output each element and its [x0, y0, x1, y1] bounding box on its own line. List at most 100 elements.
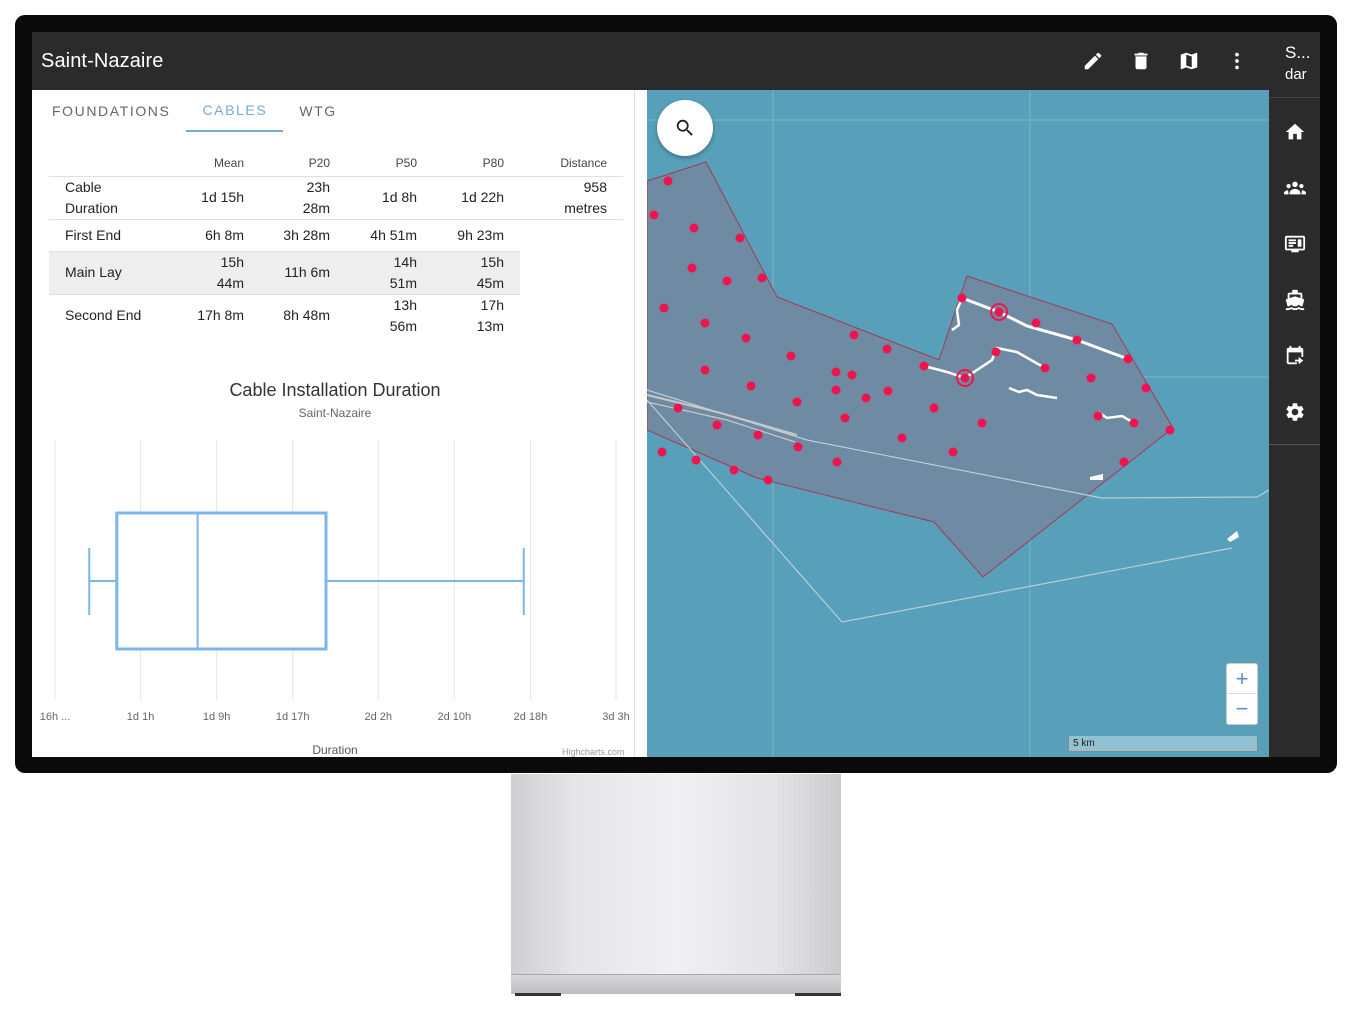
- app-bar: Saint-Nazaire: [32, 32, 1269, 90]
- cell-mean: 15h 44m: [173, 251, 260, 295]
- x-tick-label: 2d 2h: [365, 711, 393, 723]
- vessel-track: [647, 394, 798, 436]
- turbine-marker[interactable]: [700, 365, 710, 375]
- turbine-marker[interactable]: [832, 457, 842, 467]
- substation-marker[interactable]: [956, 369, 974, 387]
- turbine-marker[interactable]: [1031, 318, 1041, 328]
- turbine-marker[interactable]: [722, 276, 732, 286]
- cell-distance: [520, 294, 623, 337]
- turbine-marker[interactable]: [1141, 383, 1151, 393]
- table-header: P50: [346, 150, 433, 177]
- turbine-marker[interactable]: [792, 397, 802, 407]
- turbine-marker[interactable]: [746, 381, 756, 391]
- turbine-marker[interactable]: [847, 370, 857, 380]
- tab-foundations[interactable]: FOUNDATIONS: [52, 103, 171, 119]
- chart-credit[interactable]: Highcharts.com: [562, 747, 625, 757]
- table-row: First End 6h 8m 3h 28m 4h 51m 9h 23m: [49, 219, 623, 252]
- rail-divider: [1269, 444, 1320, 445]
- rail-item-groups[interactable]: [1269, 160, 1320, 216]
- stand-foot: [795, 993, 841, 996]
- edit-button[interactable]: [1069, 37, 1117, 85]
- turbine-marker[interactable]: [849, 330, 859, 340]
- tab-cables[interactable]: CABLES: [186, 90, 284, 132]
- turbine-marker[interactable]: [957, 293, 967, 303]
- turbine-marker[interactable]: [659, 303, 669, 313]
- turbine-marker[interactable]: [1123, 354, 1133, 364]
- site-map[interactable]: + − 5 km: [647, 90, 1269, 757]
- search-icon: [676, 119, 693, 136]
- rail-item-schedule[interactable]: [1269, 328, 1320, 384]
- turbine-marker[interactable]: [991, 347, 1001, 357]
- vessel-marker[interactable]: [1090, 474, 1103, 480]
- tab-bar: FOUNDATIONS CABLES WTG: [36, 90, 353, 132]
- vessel-marker[interactable]: [1227, 531, 1239, 542]
- turbine-marker[interactable]: [977, 418, 987, 428]
- right-nav-rail: S... dar: [1269, 32, 1320, 757]
- turbine-marker[interactable]: [657, 447, 667, 457]
- delete-button[interactable]: [1117, 37, 1165, 85]
- turbine-marker[interactable]: [649, 210, 659, 220]
- x-tick-label: 1d 9h: [203, 711, 231, 723]
- cell-distance: [520, 219, 623, 251]
- cell-distance: 958 metres: [520, 176, 623, 220]
- turbine-marker[interactable]: [729, 465, 739, 475]
- turbine-marker[interactable]: [1165, 425, 1175, 435]
- turbine-marker[interactable]: [687, 263, 697, 273]
- map-canvas[interactable]: [647, 90, 1269, 757]
- x-tick-label: 2d 18h: [514, 711, 548, 723]
- turbine-marker[interactable]: [882, 344, 892, 354]
- x-tick-label: 1d 17h: [276, 711, 310, 723]
- rail-item-home[interactable]: [1269, 104, 1320, 160]
- more-button[interactable]: [1213, 37, 1261, 85]
- monitor-icon: [1284, 235, 1305, 253]
- table-row[interactable]: Main Lay 15h 44m 11h 6m 14h 51m 15h 45m: [49, 251, 623, 295]
- turbine-marker[interactable]: [712, 420, 722, 430]
- page-title: Saint-Nazaire: [41, 49, 164, 72]
- turbine-marker[interactable]: [763, 475, 773, 485]
- turbine-marker[interactable]: [883, 386, 893, 396]
- turbine-marker[interactable]: [1040, 363, 1050, 373]
- turbine-marker[interactable]: [753, 430, 763, 440]
- cable-duration-boxplot: Cable Installation Duration Saint-Nazair…: [40, 380, 630, 757]
- turbine-marker[interactable]: [861, 393, 871, 403]
- turbine-marker[interactable]: [741, 333, 751, 343]
- turbine-marker[interactable]: [700, 318, 710, 328]
- rail-item-vessels[interactable]: [1269, 272, 1320, 328]
- turbine-marker[interactable]: [689, 223, 699, 233]
- turbine-marker[interactable]: [1072, 335, 1082, 345]
- turbine-marker[interactable]: [793, 442, 803, 452]
- zoom-out-button[interactable]: −: [1235, 696, 1249, 721]
- turbine-marker[interactable]: [831, 385, 841, 395]
- tab-wtg[interactable]: WTG: [299, 103, 337, 119]
- rail-item-settings[interactable]: [1269, 384, 1320, 440]
- turbine-marker[interactable]: [1119, 457, 1129, 467]
- cell-distance: [520, 251, 623, 294]
- turbine-marker[interactable]: [919, 361, 929, 371]
- stand-foot: [515, 993, 561, 996]
- turbine-marker[interactable]: [1086, 373, 1096, 383]
- map-button[interactable]: [1165, 37, 1213, 85]
- turbine-marker[interactable]: [691, 455, 701, 465]
- substation-marker[interactable]: [990, 303, 1008, 321]
- rail-item-dashboard[interactable]: [1269, 216, 1320, 272]
- rail-header[interactable]: S... dar: [1269, 32, 1320, 98]
- turbine-marker[interactable]: [735, 233, 745, 243]
- row-label: Cable Duration: [49, 176, 173, 220]
- map-search-button[interactable]: [657, 100, 713, 156]
- x-tick-label: 2d 10h: [438, 711, 472, 723]
- monitor-stand: [511, 774, 841, 974]
- turbine-marker[interactable]: [757, 273, 767, 283]
- turbine-marker[interactable]: [929, 403, 939, 413]
- turbine-marker[interactable]: [831, 367, 841, 377]
- turbine-marker[interactable]: [840, 413, 850, 423]
- wind-farm-zone[interactable]: [647, 161, 1174, 578]
- turbine-marker[interactable]: [1129, 418, 1139, 428]
- turbine-marker[interactable]: [786, 351, 796, 361]
- turbine-marker[interactable]: [897, 433, 907, 443]
- table-header: Distance: [520, 150, 623, 177]
- zoom-in-button[interactable]: +: [1227, 664, 1257, 694]
- turbine-marker[interactable]: [948, 447, 958, 457]
- turbine-marker[interactable]: [673, 403, 683, 413]
- turbine-marker[interactable]: [1093, 411, 1103, 421]
- turbine-marker[interactable]: [663, 176, 673, 186]
